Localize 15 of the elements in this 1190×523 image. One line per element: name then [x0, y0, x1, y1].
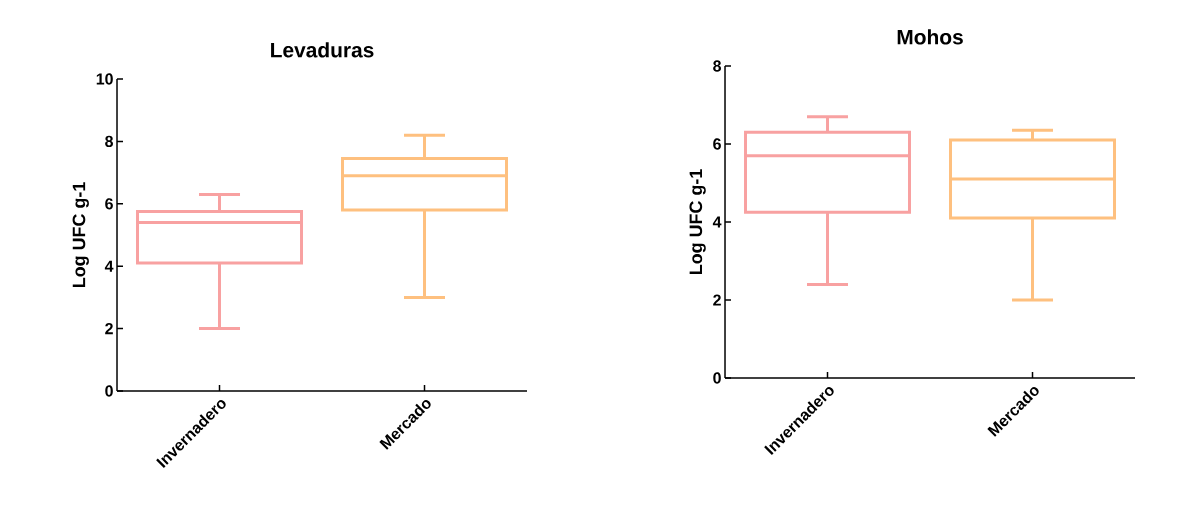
chart-title: Levaduras	[271, 42, 374, 58]
y-axis-title: Log UFC g-1	[689, 169, 706, 275]
y-tick-label: 2	[713, 294, 721, 306]
y-tick-label: 0	[105, 385, 113, 397]
chart-title: Mohos	[897, 29, 963, 45]
y-tick-label: 6	[713, 138, 721, 150]
y-tick-label: 8	[713, 60, 721, 72]
y-tick-label: 2	[105, 323, 113, 335]
y-tick-label: 8	[105, 135, 113, 148]
y-tick-label: 4	[104, 260, 114, 272]
y-tick-label: 10	[96, 73, 113, 85]
y-tick-label: 6	[105, 198, 113, 210]
y-tick-label: 0	[713, 372, 721, 384]
y-axis-title: Log UFC g-1	[72, 182, 89, 288]
y-tick-label: 4	[712, 216, 722, 228]
